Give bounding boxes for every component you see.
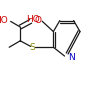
- Text: N: N: [68, 53, 75, 62]
- Text: HO: HO: [26, 15, 40, 24]
- Text: HO: HO: [0, 16, 8, 25]
- Text: O: O: [34, 16, 41, 25]
- Text: S: S: [29, 43, 35, 52]
